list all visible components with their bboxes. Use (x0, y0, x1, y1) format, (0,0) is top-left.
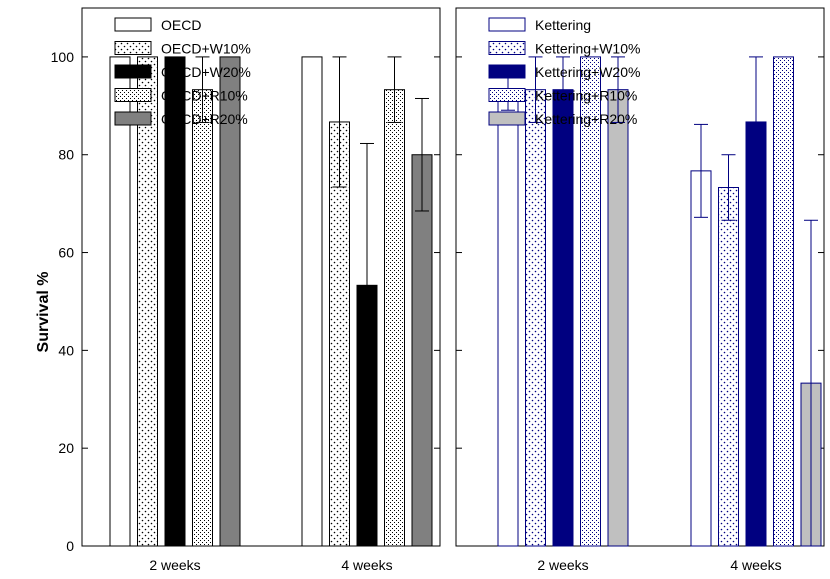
x-category-label: 2 weeks (537, 557, 588, 573)
bar-kettering-r10-4-weeks (773, 56, 794, 547)
bar-oecd-r20-2-weeks (219, 56, 241, 547)
bar-kettering-w20-2-weeks (552, 89, 574, 547)
legend-label-oecd: OECD (161, 17, 201, 33)
bar-oecd-w20-2-weeks (164, 56, 186, 547)
right-panel: 2 weeks 4 weeks Kettering Kettering+W10% Ket… (455, 7, 825, 573)
x-category-label: 4 weeks (341, 557, 392, 573)
bar-oecd-2-weeks (109, 56, 131, 547)
legend-label-oecd-w20: OECD+W20% (161, 64, 251, 80)
legend-label-oecd-w10: OECD+W10% (161, 41, 251, 57)
legend-label-kettering-w20: Kettering+W20% (535, 64, 640, 80)
x-category-label: 2 weeks (149, 557, 200, 573)
legend-swatch-kettering-w10 (488, 41, 526, 55)
bar-kettering-r20-2-weeks (607, 89, 629, 547)
legend-swatch-oecd-r10 (114, 88, 152, 102)
legend-label-kettering: Kettering (535, 17, 591, 33)
legend-swatch-oecd (114, 17, 152, 32)
bar-oecd-w10-2-weeks (137, 56, 158, 547)
legend-label-kettering-r20: Kettering+R20% (535, 111, 637, 127)
legend-label-oecd-r10: OECD+R10% (161, 88, 248, 104)
bar-oecd-r10-2-weeks (192, 89, 213, 547)
legend-swatch-kettering (488, 17, 526, 32)
y-tick-label: 20 (58, 440, 74, 456)
y-tick-label: 80 (58, 147, 74, 163)
legend-swatch-oecd-r20 (114, 111, 152, 126)
legend-swatch-oecd-w20 (114, 64, 152, 79)
bar-kettering-4-weeks (690, 170, 712, 547)
bar-kettering-r10-2-weeks (580, 56, 601, 547)
bar-kettering-2-weeks (497, 89, 519, 547)
bar-oecd-4-weeks (301, 56, 323, 547)
bar-oecd-r10-4-weeks (384, 89, 405, 547)
y-tick-label: 0 (66, 538, 74, 554)
y-tick-label: 40 (58, 342, 74, 358)
legend-swatch-oecd-w10 (114, 41, 152, 55)
legend-label-kettering-w10: Kettering+W10% (535, 41, 640, 57)
bar-kettering-w10-2-weeks (525, 89, 546, 547)
y-tick-label: 100 (51, 49, 75, 65)
plot-frame (81, 7, 441, 547)
bar-kettering-w10-4-weeks (718, 186, 739, 547)
y-axis-label: Survival % (35, 272, 52, 353)
legend-swatch-kettering-r20 (488, 111, 526, 126)
legend-label-oecd-r20: OECD+R20% (161, 111, 248, 127)
legend-swatch-kettering-r10 (488, 88, 526, 102)
y-tick-label: 60 (58, 245, 74, 261)
legend-swatch-kettering-w20 (488, 64, 526, 79)
left-panel: 0 20 40 60 80 100 2 weeks 4 weeks OECD OECD+W10% O… (51, 7, 441, 573)
bar-oecd-r20-4-weeks (411, 154, 433, 547)
plot-frame (455, 7, 825, 547)
x-category-label: 4 weeks (730, 557, 781, 573)
legend-label-kettering-r10: Kettering+R10% (535, 88, 637, 104)
